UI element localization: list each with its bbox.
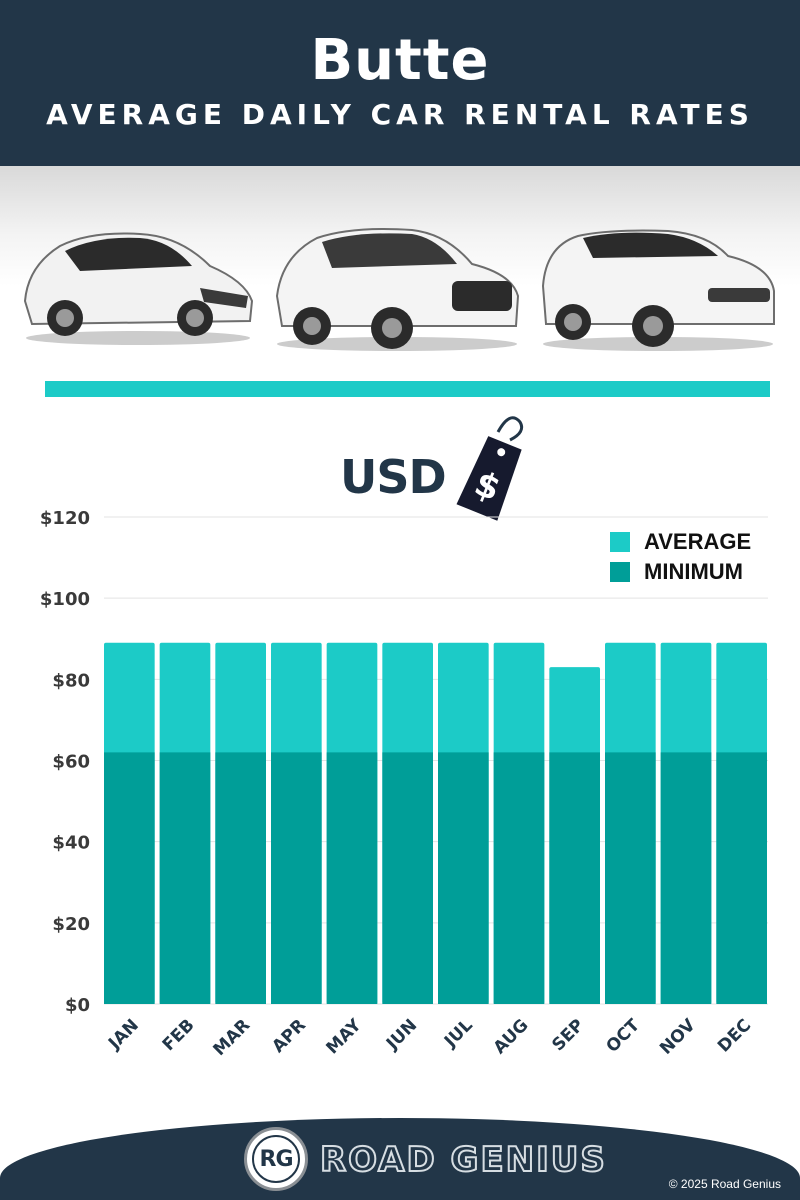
accent-divider [45, 381, 770, 397]
x-tick-label: AUG [490, 1015, 533, 1058]
bar-minimum [326, 752, 378, 1004]
bar-minimum [493, 752, 545, 1004]
cars-banner [0, 166, 800, 366]
x-tick-label: FEB [159, 1015, 199, 1055]
bar-minimum [660, 752, 712, 1004]
city-title: Butte [310, 28, 490, 93]
y-tick-label: $80 [52, 670, 90, 691]
x-tick-label: APR [268, 1015, 310, 1057]
legend-label: AVERAGE [644, 529, 751, 554]
header-banner: Butte AVERAGE DAILY CAR RENTAL RATES [0, 0, 800, 166]
luxury-suv-car-image [541, 229, 775, 351]
x-tick-label: MAY [323, 1015, 366, 1058]
x-tick-label: SEP [548, 1015, 588, 1055]
x-tick-label: JAN [104, 1015, 143, 1054]
x-tick-label: JUN [382, 1015, 421, 1054]
x-tick-label: DEC [714, 1015, 755, 1056]
currency-badge: USD $ [340, 410, 540, 530]
page-subtitle: AVERAGE DAILY CAR RENTAL RATES [46, 98, 754, 131]
y-tick-label: $40 [52, 833, 90, 854]
currency-label: USD [340, 450, 447, 504]
x-tick-label: NOV [656, 1015, 700, 1059]
legend-label: MINIMUM [644, 559, 743, 584]
y-tick-label: $60 [52, 752, 90, 773]
road-genius-logo-icon: RG [244, 1127, 308, 1191]
hatchback-car-image [23, 232, 254, 345]
bar-minimum [159, 752, 211, 1004]
y-tick-label: $0 [65, 995, 90, 1016]
legend-swatch [610, 562, 630, 582]
bar-minimum [271, 752, 322, 1004]
x-tick-label: MAR [210, 1015, 255, 1060]
bar-minimum [716, 752, 767, 1004]
bar-minimum [549, 752, 600, 1004]
bar-minimum [438, 752, 489, 1004]
brand-name: ROAD GENIUS [319, 1139, 607, 1181]
x-tick-label: JUL [440, 1015, 477, 1052]
y-tick-label: $20 [52, 914, 90, 935]
y-tick-label: $100 [40, 589, 90, 610]
bar-minimum [605, 752, 656, 1004]
suv-car-image [275, 228, 520, 351]
bar-minimum [104, 752, 155, 1004]
copyright-text: © 2025 Road Genius [668, 1177, 781, 1191]
y-tick-label: $120 [40, 508, 90, 529]
legend-swatch [610, 532, 630, 552]
x-tick-label: OCT [602, 1015, 644, 1057]
logo-initials: RG [252, 1135, 300, 1183]
bar-minimum [215, 752, 266, 1004]
rental-rates-chart: $0 $20 $40 $60 $80 $100 $120 JAN FEB MAR APR MAY JUN… [40, 508, 768, 1060]
bar-minimum [382, 752, 433, 1004]
price-tag-icon: $ [456, 416, 524, 521]
